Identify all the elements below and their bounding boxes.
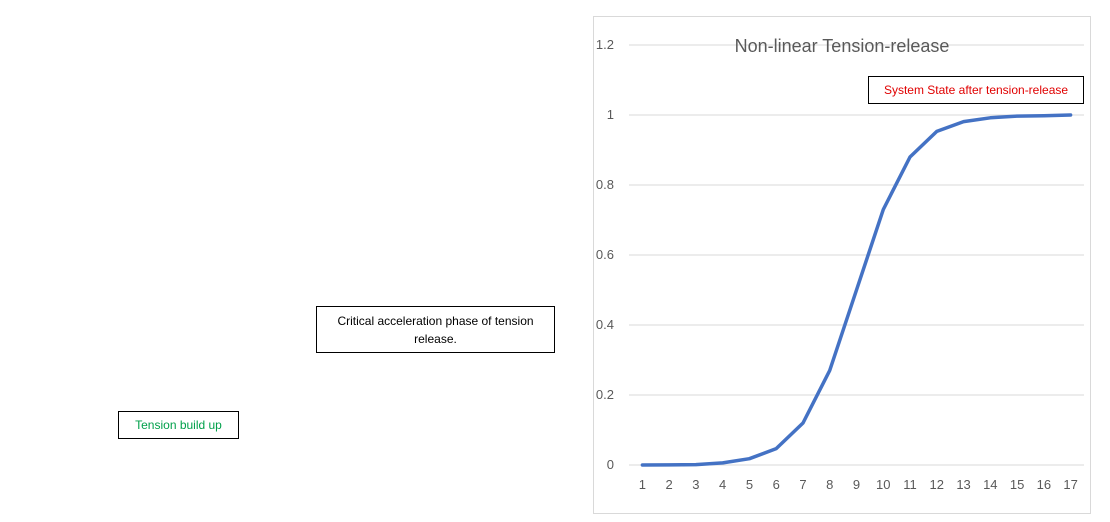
x-axis-ticks: 1 2 3 4 5 6 7 8 9 10 11 12 13 14 15 16 17	[639, 477, 1078, 492]
y-tick-label: 0	[607, 457, 614, 472]
x-tick-label: 1	[639, 477, 646, 492]
y-axis-ticks: 0 0.2 0.4 0.6 0.8 1 1.2	[596, 37, 614, 472]
data-point	[909, 156, 911, 158]
x-tick-label: 7	[799, 477, 806, 492]
data-point	[829, 370, 831, 371]
y-tick-label: 1	[607, 107, 614, 122]
data-point	[775, 448, 777, 450]
tension-build-up-label: Tension build up	[118, 411, 239, 439]
x-tick-label: 14	[983, 477, 997, 492]
x-tick-label: 4	[719, 477, 726, 492]
data-point	[856, 289, 857, 291]
line-chart: 00.20.40.60.811.2 1 2 3 4 5 6 7 8 9 10 11 12 13 14 15 1…	[596, 36, 1084, 492]
data-point	[641, 464, 643, 466]
x-tick-label: 6	[773, 477, 780, 492]
y-tick-label: 0.8	[596, 177, 614, 192]
x-tick-label: 2	[666, 477, 673, 492]
data-point	[1016, 115, 1018, 117]
data-point	[695, 464, 697, 466]
y-tick-label: 0.4	[596, 317, 614, 332]
y-tick-label: 0.6	[596, 247, 614, 262]
data-series	[640, 113, 1073, 467]
x-tick-label: 17	[1063, 477, 1077, 492]
data-point	[963, 121, 965, 123]
x-tick-label: 16	[1037, 477, 1051, 492]
critical-acceleration-text: Critical acceleration phase of tension r…	[337, 313, 534, 346]
data-point	[936, 130, 938, 132]
data-point	[748, 458, 750, 460]
x-tick-label: 10	[876, 477, 890, 492]
y-tick-label: 1.2	[596, 37, 614, 52]
data-point	[668, 464, 670, 466]
x-tick-label: 5	[746, 477, 753, 492]
x-tick-label: 12	[930, 477, 944, 492]
gridlines	[629, 44, 1084, 466]
chart-title: Non-linear Tension-release	[735, 36, 950, 56]
tension-build-up-text: Tension build up	[135, 418, 222, 432]
system-state-label: System State after tension-release	[868, 76, 1084, 104]
x-tick-label: 8	[826, 477, 833, 492]
x-tick-label: 3	[692, 477, 699, 492]
system-state-text: System State after tension-release	[883, 83, 1069, 97]
data-point	[989, 117, 991, 119]
x-tick-label: 11	[903, 477, 917, 492]
x-tick-label: 13	[956, 477, 970, 492]
x-tick-label: 9	[853, 477, 860, 492]
data-point	[1043, 115, 1045, 117]
x-tick-label: 15	[1010, 477, 1024, 492]
data-point	[1070, 114, 1072, 116]
data-point	[802, 422, 804, 424]
critical-acceleration-label: Critical acceleration phase of tension r…	[316, 306, 555, 353]
data-point	[722, 462, 724, 464]
data-point	[882, 209, 884, 210]
y-tick-label: 0.2	[596, 387, 614, 402]
